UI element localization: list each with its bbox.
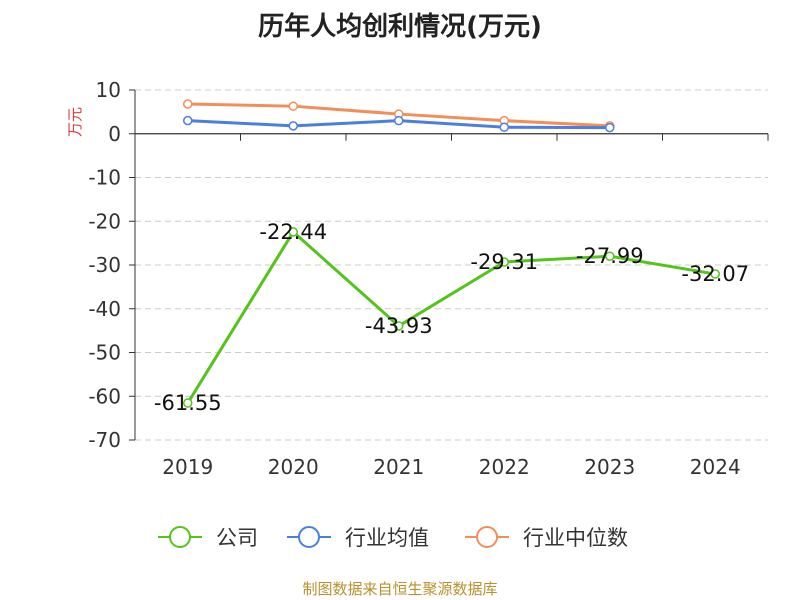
data-point <box>288 227 298 237</box>
y-tick-label: 0 <box>108 122 121 146</box>
x-tick-label: 2023 <box>584 455 635 479</box>
data-label: -32.07 <box>681 262 749 286</box>
axes: 10 0 -10 -20 -30 -40 -50 -60 -70 2019 2020 2021 2022… <box>66 78 769 479</box>
data-label: -22.44 <box>259 220 327 244</box>
data-point <box>499 122 509 132</box>
x-tick-label: 2021 <box>373 455 424 479</box>
y-tick-label: -20 <box>88 209 121 233</box>
data-label: -61.55 <box>154 391 222 415</box>
x-tick-label: 2024 <box>690 455 741 479</box>
data-label: -43.93 <box>365 314 433 338</box>
x-tick-label: 2020 <box>268 455 319 479</box>
y-tick-label: -50 <box>88 341 121 365</box>
data-point <box>288 121 298 131</box>
legend: 公司 行业均值 行业中位数 <box>158 526 628 550</box>
data-labels: -61.55 -22.44 -43.93 -29.31 -27.99 -32.07 <box>154 220 749 415</box>
x-tick-label: 2022 <box>479 455 530 479</box>
series-line-0 <box>186 230 716 404</box>
source-note: 制图数据来自恒生聚源数据库 <box>302 580 498 598</box>
data-label: -27.99 <box>576 244 644 268</box>
chart-title: 历年人均创利情况(万元) <box>258 12 542 42</box>
y-tick-label: -70 <box>88 428 121 452</box>
y-tick-label: -10 <box>88 166 121 190</box>
data-point <box>605 251 615 261</box>
data-point <box>183 115 193 126</box>
legend-item: 行业均值 <box>287 526 429 550</box>
data-point <box>288 101 298 111</box>
data-point <box>394 115 404 126</box>
data-point <box>183 398 193 408</box>
legend-item: 公司 <box>158 526 258 550</box>
data-point <box>605 122 615 133</box>
data-point <box>183 99 193 109</box>
data-point <box>394 321 404 331</box>
legend-item: 行业中位数 <box>465 526 628 550</box>
legend-label: 公司 <box>216 526 258 550</box>
y-tick-label: -30 <box>88 253 121 277</box>
data-point <box>710 269 720 279</box>
y-tick-label: -40 <box>88 297 121 321</box>
legend-marker <box>169 526 191 548</box>
data-point <box>499 257 509 267</box>
legend-marker <box>476 526 498 548</box>
y-tick-label: -60 <box>88 384 121 408</box>
data-label: -29.31 <box>470 250 538 274</box>
series-lines <box>183 99 720 408</box>
y-axis-label: 万元 <box>66 107 84 137</box>
legend-label: 行业中位数 <box>523 526 628 550</box>
y-tick-label: 10 <box>96 78 121 102</box>
x-tick-label: 2019 <box>162 455 213 479</box>
legend-marker <box>298 526 320 548</box>
grid-lines <box>135 89 768 441</box>
legend-label: 行业均值 <box>345 526 429 550</box>
